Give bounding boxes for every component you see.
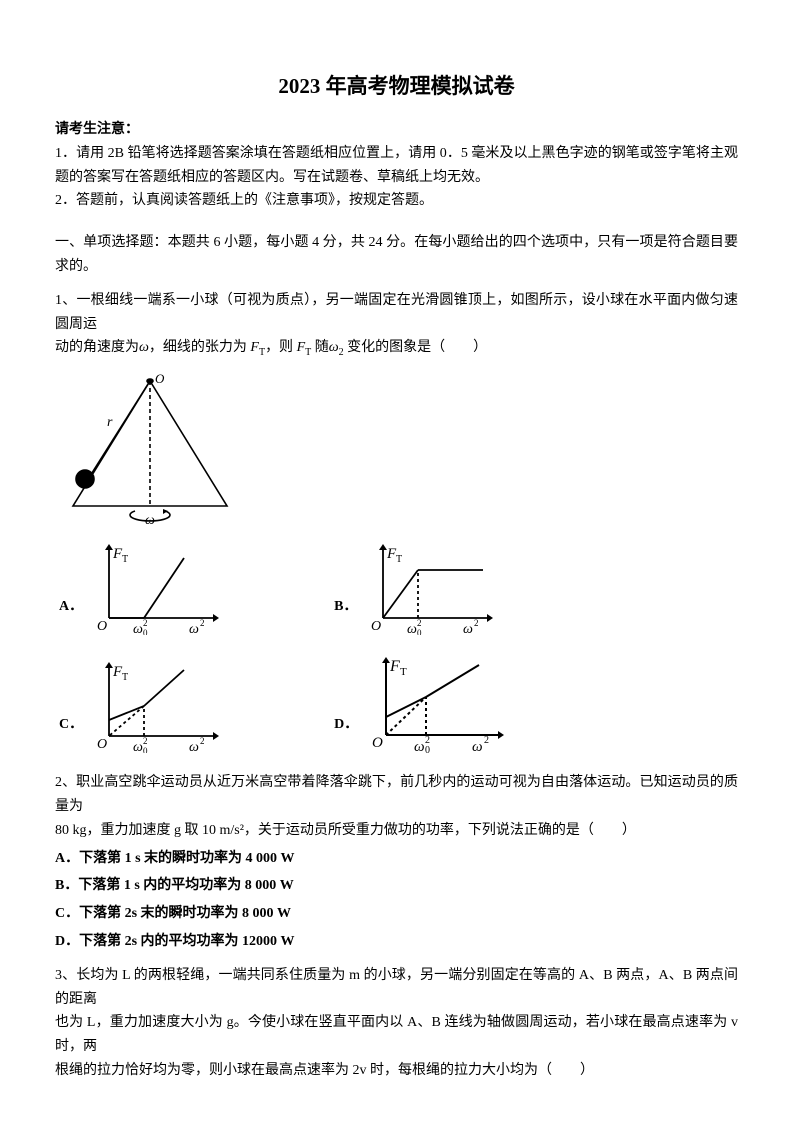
svg-text:2: 2 (417, 618, 422, 628)
q1-option-row-2: C． F T O ω 2 0 (59, 653, 738, 753)
svg-text:T: T (396, 554, 402, 565)
q2-options: A．下落第 1 s 末的瞬时功率为 4 000 W B．下落第 1 s 内的平均… (55, 847, 738, 954)
graph-C-svg: F T O ω 2 0 ω 2 (89, 658, 224, 753)
svg-text:O: O (371, 619, 381, 634)
q1-cone-diagram: O r ω (55, 371, 738, 526)
svg-text:2: 2 (200, 736, 205, 746)
svg-text:O: O (97, 737, 107, 752)
q3-line-a: 3、长均为 L 的两根轻绳，一端共同系住质量为 m 的小球，另一端分别固定在等高… (55, 964, 738, 1012)
svg-text:0: 0 (425, 745, 430, 753)
graph-A-w02: ω (133, 622, 143, 635)
graph-B-svg: F T O ω 2 0 ω 2 (363, 540, 498, 635)
svg-text:ω: ω (189, 740, 199, 753)
graph-A-O: O (97, 619, 107, 634)
svg-text:ω: ω (463, 622, 473, 635)
graph-A-svg: F T O ω 2 0 ω 2 (89, 540, 224, 635)
svg-text:0: 0 (143, 628, 148, 635)
graph-D-svg: F T O ω 2 0 ω 2 (364, 653, 509, 753)
cone-label-r: r (107, 415, 113, 430)
opt-label-C: C． (59, 713, 83, 733)
q1-line-b: 动的角速度为ω，细线的张力为 FT，则 FT 随ω2 变化的图象是（ ） (55, 336, 738, 361)
svg-text:2: 2 (200, 618, 205, 628)
svg-text:T: T (122, 672, 128, 683)
graph-A-w2: ω (189, 622, 199, 635)
svg-text:T: T (400, 666, 407, 678)
q2-opt-A: A．下落第 1 s 末的瞬时功率为 4 000 W (55, 847, 738, 871)
svg-text:ω: ω (133, 740, 143, 753)
svg-text:2: 2 (474, 618, 479, 628)
notice-2: 2．答题前，认真阅读答题纸上的《注意事项》，按规定答题。 (55, 189, 738, 213)
q3-line-c: 根绳的拉力恰好均为零，则小球在最高点速率为 2v 时，每根绳的拉力大小均为（ ） (55, 1059, 738, 1083)
q2-opt-B: B．下落第 1 s 内的平均功率为 8 000 W (55, 874, 738, 898)
notice-1: 1．请用 2B 铅笔将选择题答案涂填在答题纸相应位置上，请用 0．5 毫米及以上… (55, 142, 738, 190)
svg-text:ω: ω (407, 622, 417, 635)
q1-option-A: A． F T O ω 2 0 (59, 540, 224, 635)
opt-label-A: A． (59, 595, 83, 615)
q2-line-b: 80 kg，重力加速度 g 取 10 m/s²，关于运动员所受重力做功的功率，下… (55, 819, 738, 843)
svg-text:2: 2 (484, 735, 489, 746)
svg-text:0: 0 (143, 746, 148, 753)
cone-label-w: ω (145, 513, 155, 526)
q1-option-row-1: A． F T O ω 2 0 (59, 540, 738, 635)
page-title: 2023 年高考物理模拟试卷 (55, 70, 738, 100)
q1-option-D: D． F T O ω 2 0 (334, 653, 509, 753)
cone-svg: O r ω (55, 371, 245, 526)
opt-label-B: B． (334, 595, 357, 615)
svg-text:F: F (389, 658, 400, 675)
q2-opt-C: C．下落第 2s 末的瞬时功率为 8 000 W (55, 902, 738, 926)
q1-option-C: C． F T O ω 2 0 (59, 658, 224, 753)
q2-opt-D: D．下落第 2s 内的平均功率为 12000 W (55, 930, 738, 954)
cone-label-O: O (155, 371, 165, 386)
opt-label-D: D． (334, 713, 358, 733)
svg-text:O: O (372, 735, 383, 751)
q1-option-B: B． F T O ω 2 0 ω (334, 540, 498, 635)
q1-line-a: 1、一根细线一端系一小球（可视为质点），另一端固定在光滑圆锥顶上，如图所示，设小… (55, 289, 738, 337)
section-1-header: 一、单项选择题：本题共 6 小题，每小题 4 分，共 24 分。在每小题给出的四… (55, 231, 738, 279)
q3-line-b: 也为 L，重力加速度大小为 g。今使小球在竖直平面内以 A、B 连线为轴做圆周运… (55, 1011, 738, 1059)
svg-text:2: 2 (143, 736, 148, 746)
svg-text:0: 0 (417, 628, 422, 635)
notice-header: 请考生注意： (55, 118, 738, 142)
svg-text:2: 2 (143, 618, 148, 628)
exam-page: 2023 年高考物理模拟试卷 请考生注意： 1．请用 2B 铅笔将选择题答案涂填… (0, 0, 793, 1123)
graph-A-FT-sub: T (122, 554, 128, 565)
q2-line-a: 2、职业高空跳伞运动员从近万米高空带着降落伞跳下，前几秒内的运动可视为自由落体运… (55, 771, 738, 819)
svg-text:ω: ω (414, 739, 425, 753)
svg-text:ω: ω (472, 739, 483, 753)
